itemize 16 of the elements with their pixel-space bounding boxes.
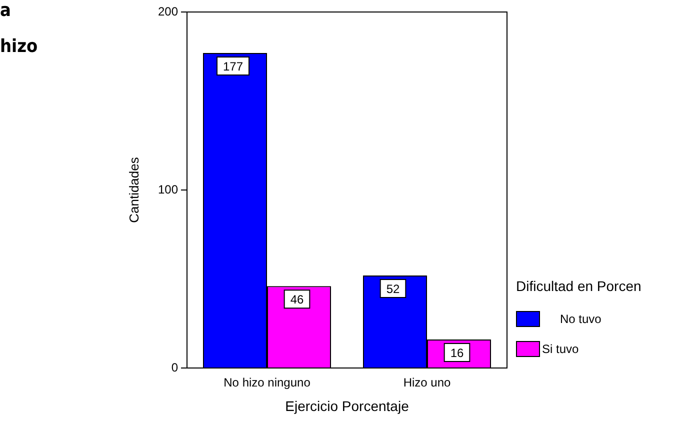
- y-axis-title: Cantidades: [126, 156, 142, 223]
- legend-title: Dificultad en Porcen: [516, 278, 642, 294]
- legend-label: Si tuvo: [542, 342, 579, 356]
- text: a: [0, 0, 11, 21]
- data-label: 46: [290, 292, 304, 306]
- x-tick-label: Hizo uno: [403, 376, 451, 390]
- y-tick-label: 0: [171, 360, 178, 374]
- y-tick-label: 100: [158, 182, 178, 196]
- data-label: 177: [222, 59, 244, 74]
- x-tick-label: No hizo ninguno: [224, 376, 311, 390]
- text: hizo: [0, 36, 38, 57]
- x-axis-title: Ejercicio Porcentaje: [284, 398, 410, 414]
- data-label: 52: [386, 282, 400, 296]
- legend-label: No tuvo: [560, 312, 602, 326]
- y-tick-label: 200: [158, 4, 178, 18]
- data-label: 16: [450, 346, 464, 360]
